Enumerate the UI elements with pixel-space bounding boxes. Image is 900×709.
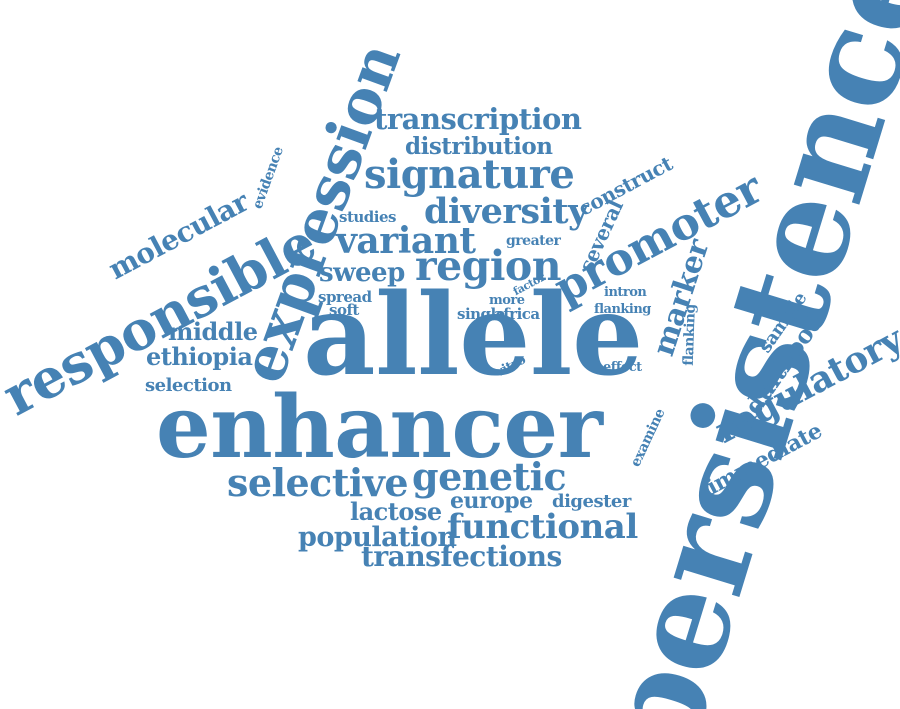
word-region: region [415,242,562,290]
word-population: population [298,522,457,553]
word-transfections: transfections [361,540,562,573]
word-effect: effect [603,360,642,375]
word-europe: europe [450,488,533,514]
word-studies: greater [506,233,561,249]
word-genetic: genetic [412,454,567,499]
word-selective: selective [227,460,409,505]
word-ethiopia: ethiopia [146,342,253,371]
word-africa: more [489,293,525,308]
word-flanking: flanking [680,303,699,367]
word-intron: flanking [594,302,651,317]
word-functional: functional [447,507,638,547]
word-factor: intron [604,285,647,300]
word-transcription: transcription [374,102,582,136]
word-signature: signature [364,151,575,198]
word-soft: single [457,305,505,323]
word-single: africa [494,305,540,323]
word-allele: allele [303,270,643,401]
word-greater: spread [318,288,372,306]
word-lactose: lactose [350,497,442,526]
word-spread: soft [329,301,359,319]
word-selection: selection [145,375,232,396]
word-digester: digester [552,491,631,512]
word-diversity: diversity [424,191,588,232]
word-distribution: distribution [405,133,553,160]
word-sweep: sweep [319,258,405,288]
word-variant: variant [336,220,476,262]
word-middle: middle [168,317,258,346]
word-enhancer: enhancer [156,377,603,478]
word-different: evidence [249,144,287,212]
word-sample: studies [339,208,396,226]
